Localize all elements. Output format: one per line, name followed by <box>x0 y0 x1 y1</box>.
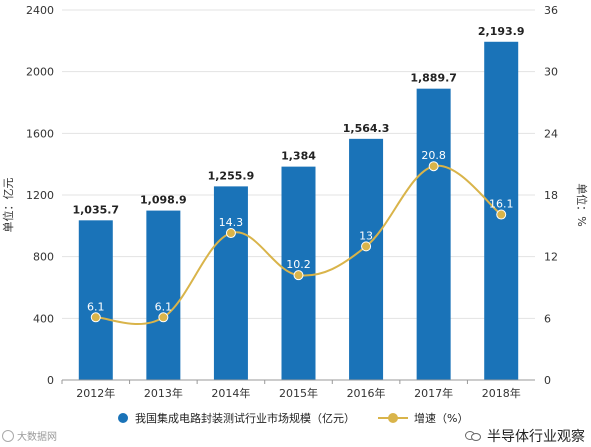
bar <box>146 210 181 380</box>
bar-data-label: 1,255.9 <box>208 169 255 182</box>
line-point <box>293 270 304 281</box>
x-tick-label: 2013年 <box>144 386 183 400</box>
y-left-tick-label: 0 <box>47 374 54 387</box>
legend-bar-swatch <box>118 413 128 423</box>
footer-right-text: 半导体行业观察 <box>487 429 585 445</box>
line-point <box>90 312 101 323</box>
line-data-label: 16.1 <box>489 198 514 211</box>
line-point <box>496 209 507 220</box>
bar <box>349 138 384 380</box>
y-axis-right-label: 单位：% <box>575 183 589 226</box>
y-right-tick-label: 36 <box>544 4 558 17</box>
growth-line-series: 6.1 6.1 14.3 10.2 13 20.8 16.1 <box>87 149 514 326</box>
y-axis-left-label: 单位：亿元 <box>1 178 15 233</box>
y-right-tick-label: 30 <box>544 66 558 79</box>
source-logo-icon <box>2 429 14 442</box>
footer-watermark-right: 半导体行业观察 <box>465 426 585 446</box>
line-data-label: 6.1 <box>155 300 173 313</box>
x-tick-label: 2015年 <box>279 386 318 400</box>
y-left-tick-label: 2400 <box>26 4 54 17</box>
line-point <box>158 312 169 323</box>
line-point <box>428 161 439 172</box>
legend-line-swatch <box>378 413 408 423</box>
legend-label-growth: 增速（%） <box>414 412 469 425</box>
bar-data-label: 1,384 <box>281 150 316 163</box>
x-tick-label: 2014年 <box>211 386 250 400</box>
line-data-label: 13 <box>359 229 373 242</box>
y-left-tick-label: 1200 <box>26 189 54 202</box>
legend-item-growth: 增速（%） <box>378 410 468 426</box>
line-data-label: 20.8 <box>421 149 446 162</box>
y-right-tick-label: 18 <box>544 189 558 202</box>
y-left-tick-label: 800 <box>33 251 54 264</box>
legend-label-market-size: 我国集成电路封装测试行业市场规模（亿元） <box>135 412 355 425</box>
line-data-label: 6.1 <box>87 300 105 313</box>
line-data-label: 14.3 <box>219 216 244 229</box>
y-left-tick-label: 2000 <box>26 66 54 79</box>
bar-series: 1,035.7 1,098.9 1,255.9 1,384 1,564.3 1,889.7… <box>72 25 525 381</box>
bar-data-label: 1,564.3 <box>343 122 390 135</box>
line-point <box>361 241 372 252</box>
wechat-icon <box>465 430 483 442</box>
y-right-tick-label: 6 <box>544 312 551 325</box>
line-point <box>225 228 236 239</box>
y-left-tick-label: 400 <box>33 312 54 325</box>
line-data-label: 10.2 <box>286 258 311 271</box>
footer-watermark-left: 大数据网 <box>2 428 57 443</box>
legend-item-market-size: 我国集成电路封装测试行业市场规模（亿元） <box>118 410 355 426</box>
x-tick-label: 2016年 <box>347 386 386 400</box>
y-left-tick-label: 1600 <box>26 127 54 140</box>
axes: 0 0 400 6 800 12 1200 18 1600 24 2000 30 2400 36 2012年… <box>26 4 558 400</box>
bar <box>416 88 451 380</box>
y-right-tick-label: 24 <box>544 127 558 140</box>
legend: 我国集成电路封装测试行业市场规模（亿元） 增速（%） <box>0 410 591 430</box>
x-tick-label: 2017年 <box>414 386 453 400</box>
y-right-tick-label: 12 <box>544 251 558 264</box>
bar-data-label: 2,193.9 <box>478 25 525 38</box>
bar <box>78 220 113 380</box>
y-right-tick-label: 0 <box>544 374 551 387</box>
bar <box>213 186 248 380</box>
x-tick-label: 2018年 <box>482 386 521 400</box>
x-tick-label: 2012年 <box>76 386 115 400</box>
chart-canvas: 1,035.7 1,098.9 1,255.9 1,384 1,564.3 1,889.7… <box>1 4 589 400</box>
bar-data-label: 1,889.7 <box>410 72 457 85</box>
footer-left-text: 大数据网 <box>17 432 57 443</box>
bar-data-label: 1,098.9 <box>140 194 187 207</box>
bar-data-label: 1,035.7 <box>72 203 119 216</box>
